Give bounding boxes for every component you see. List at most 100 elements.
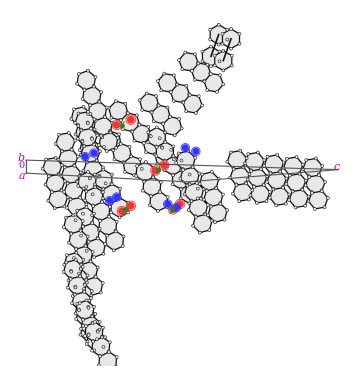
Circle shape [175, 162, 178, 165]
Circle shape [95, 176, 97, 179]
Circle shape [83, 145, 86, 148]
Polygon shape [83, 160, 103, 178]
Circle shape [84, 245, 87, 248]
Circle shape [196, 187, 199, 190]
Circle shape [307, 195, 310, 198]
Circle shape [93, 128, 96, 131]
Circle shape [165, 205, 168, 208]
Polygon shape [72, 291, 91, 310]
Circle shape [161, 146, 164, 149]
Circle shape [102, 146, 106, 149]
Circle shape [103, 115, 106, 118]
Polygon shape [204, 187, 223, 207]
Circle shape [242, 166, 245, 169]
Circle shape [307, 175, 311, 177]
Circle shape [104, 336, 107, 339]
Polygon shape [85, 322, 103, 342]
Circle shape [98, 175, 101, 178]
Circle shape [157, 103, 160, 106]
Circle shape [133, 174, 136, 177]
Circle shape [156, 80, 159, 82]
Circle shape [187, 149, 190, 152]
Circle shape [87, 241, 90, 243]
Circle shape [96, 134, 99, 137]
Circle shape [50, 191, 53, 194]
Circle shape [219, 202, 222, 205]
Circle shape [161, 162, 167, 169]
Circle shape [82, 105, 85, 108]
Circle shape [70, 270, 73, 273]
Circle shape [90, 137, 93, 139]
Polygon shape [83, 86, 101, 105]
Circle shape [145, 92, 148, 95]
Circle shape [232, 168, 235, 171]
Polygon shape [227, 151, 247, 169]
Circle shape [85, 203, 88, 206]
Circle shape [195, 181, 198, 184]
Circle shape [85, 279, 88, 282]
Circle shape [76, 179, 79, 182]
Circle shape [65, 216, 67, 219]
Circle shape [77, 112, 80, 115]
Circle shape [62, 271, 65, 273]
Circle shape [70, 147, 73, 150]
Polygon shape [64, 215, 83, 234]
Circle shape [101, 191, 104, 194]
Circle shape [128, 203, 134, 209]
Circle shape [279, 170, 282, 173]
Circle shape [230, 54, 233, 57]
Circle shape [98, 320, 101, 323]
Circle shape [170, 148, 173, 151]
Circle shape [147, 125, 150, 128]
Circle shape [165, 201, 170, 207]
Circle shape [288, 174, 291, 177]
Circle shape [91, 250, 94, 253]
Circle shape [79, 229, 82, 232]
Circle shape [153, 153, 156, 156]
Circle shape [85, 342, 88, 345]
Circle shape [76, 137, 79, 140]
Circle shape [108, 351, 110, 354]
Polygon shape [76, 301, 94, 320]
Circle shape [91, 204, 94, 207]
Circle shape [179, 187, 182, 190]
Circle shape [104, 182, 107, 185]
Polygon shape [120, 113, 139, 132]
Polygon shape [140, 93, 159, 112]
Circle shape [79, 263, 83, 265]
Circle shape [126, 112, 129, 115]
Circle shape [107, 107, 110, 110]
Circle shape [74, 219, 77, 222]
Circle shape [147, 131, 150, 134]
Circle shape [79, 267, 82, 270]
Circle shape [163, 159, 166, 162]
Circle shape [111, 121, 114, 124]
Circle shape [94, 76, 97, 78]
Circle shape [199, 197, 203, 200]
Circle shape [102, 345, 105, 348]
Circle shape [94, 118, 97, 121]
Circle shape [96, 237, 100, 240]
Circle shape [91, 315, 94, 318]
Polygon shape [176, 151, 195, 170]
Circle shape [199, 196, 202, 200]
Circle shape [82, 169, 85, 172]
Circle shape [204, 212, 207, 215]
Circle shape [245, 182, 247, 185]
Polygon shape [170, 84, 190, 103]
Circle shape [269, 172, 272, 175]
Circle shape [276, 154, 279, 157]
Text: b: b [18, 153, 25, 163]
Circle shape [282, 186, 285, 189]
Circle shape [266, 155, 269, 158]
Circle shape [109, 201, 113, 204]
Polygon shape [86, 176, 106, 194]
Circle shape [163, 72, 166, 75]
Circle shape [74, 286, 77, 289]
Polygon shape [92, 337, 110, 356]
Circle shape [75, 251, 78, 254]
Circle shape [185, 84, 188, 87]
Circle shape [94, 186, 97, 189]
Circle shape [93, 173, 96, 176]
Circle shape [256, 151, 259, 154]
